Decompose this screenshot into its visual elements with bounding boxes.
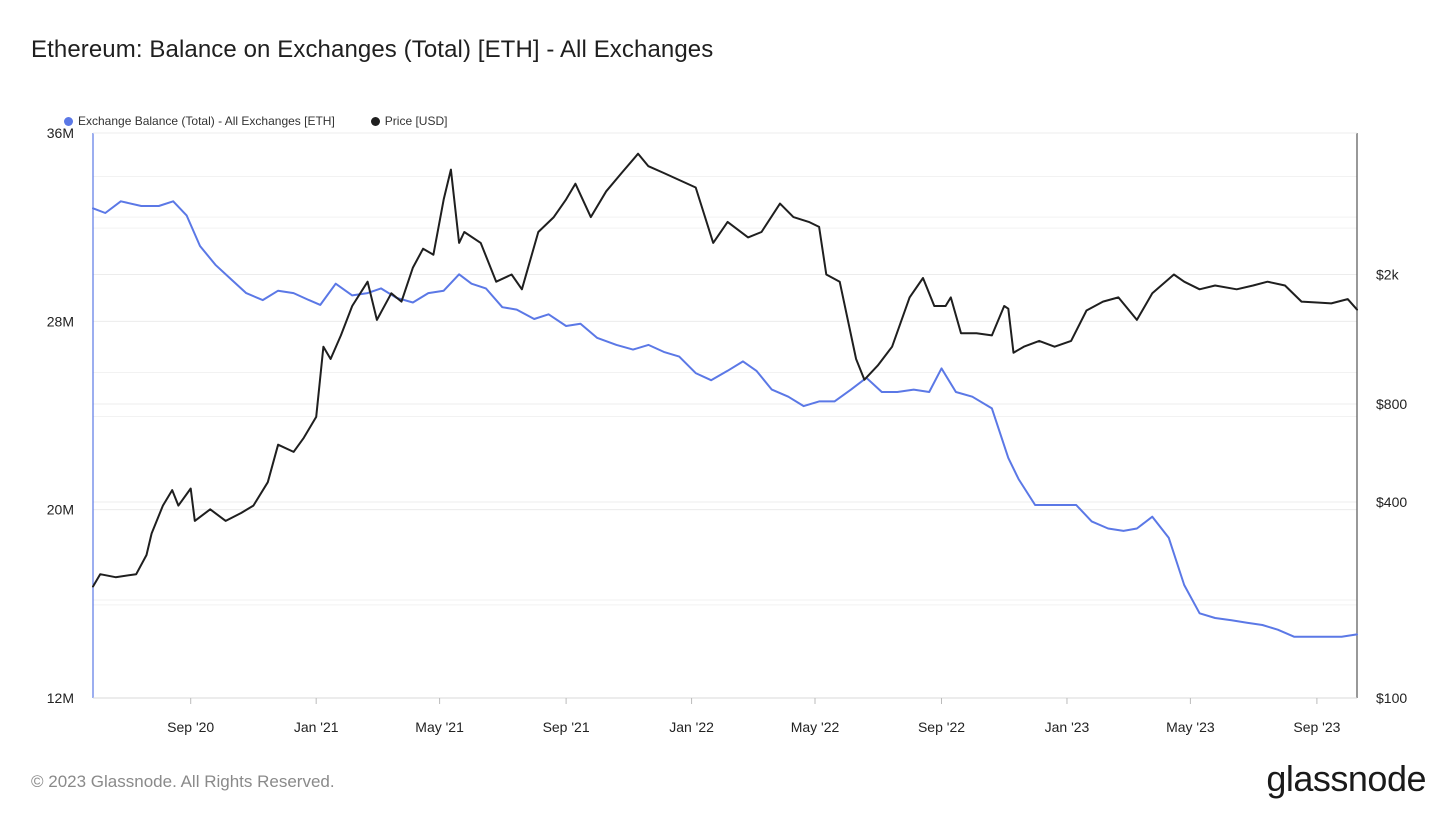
y-left-tick-label: 28M (47, 313, 74, 329)
copyright-footer: © 2023 Glassnode. All Rights Reserved. (31, 772, 335, 791)
x-tick-label: May '22 (791, 719, 840, 735)
y-left-tick-label: 36M (47, 125, 74, 141)
legend-item-exchange-balance[interactable]: Exchange Balance (Total) - All Exchanges… (64, 114, 335, 128)
series-lines (92, 152, 1358, 638)
chart-legend: Exchange Balance (Total) - All Exchanges… (64, 114, 483, 128)
series-line-exchange-balance (92, 200, 1358, 638)
grid-lines (93, 132, 1357, 606)
y-right-tick-label: $400 (1376, 494, 1407, 510)
x-tick-label: Jan '22 (669, 719, 714, 735)
y-right-tick-label: $100 (1376, 690, 1407, 706)
x-tick-label: May '23 (1166, 719, 1215, 735)
chart-title: Ethereum: Balance on Exchanges (Total) [… (31, 36, 714, 63)
x-tick-label: Sep '20 (167, 719, 214, 735)
y-right-tick-label: $2k (1376, 266, 1400, 282)
x-tick-label: Sep '22 (918, 719, 965, 735)
tick-labels: 12M 20M 28M 36M $100 $400 $800 $2k Sep '20 Jan '2… (47, 125, 1408, 735)
x-tick-label: Sep '23 (1293, 719, 1340, 735)
y-left-tick-label: 20M (47, 502, 74, 518)
glassnode-logo[interactable]: glassnode (1266, 758, 1426, 799)
y-right-tick-label: $800 (1376, 396, 1407, 412)
legend-swatch-exchange-balance (64, 116, 73, 126)
x-tick-label: Sep '21 (543, 719, 590, 735)
legend-swatch-price (370, 116, 380, 126)
y-left-tick-label: 12M (47, 690, 74, 706)
legend-label-price: Price [USD] (384, 114, 448, 128)
x-tick-label: Jan '21 (294, 719, 339, 735)
x-tick-label: Jan '23 (1045, 719, 1090, 735)
legend-item-price[interactable]: Price [USD] (370, 114, 448, 128)
series-line-price (92, 152, 1358, 588)
x-tick-label: May '21 (415, 719, 464, 735)
axes (92, 132, 1358, 704)
legend-label-exchange-balance: Exchange Balance (Total) - All Exchanges… (78, 114, 335, 128)
